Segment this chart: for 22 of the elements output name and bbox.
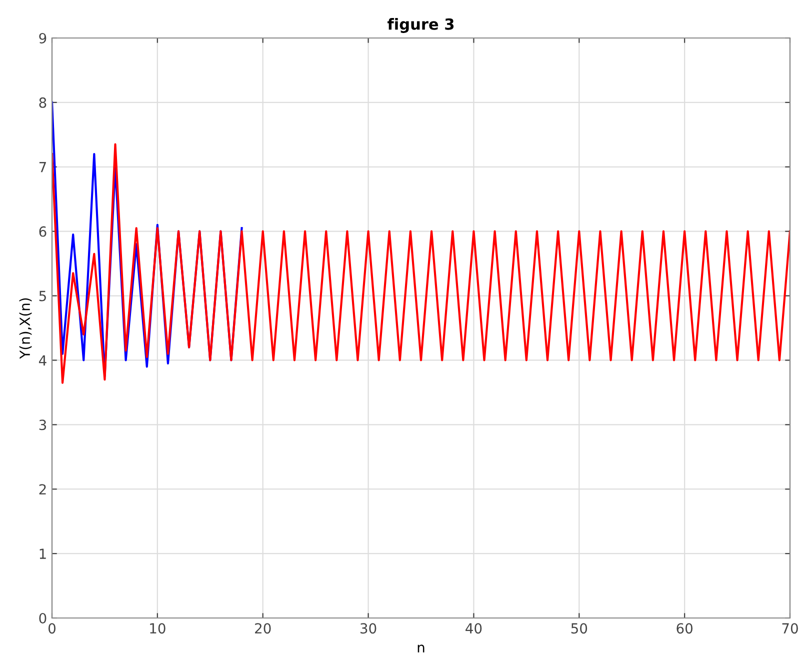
x-tick-label: 30 — [360, 623, 376, 634]
x-tick-label: 70 — [782, 623, 798, 634]
x-axis-title: n — [418, 644, 424, 652]
y-tick-label: 4 — [38, 355, 46, 366]
y-tick-label: 5 — [39, 290, 46, 302]
y-tick-label: 8 — [39, 97, 46, 108]
y-tick-label: 2 — [39, 484, 46, 494]
x-tick-label: 10 — [150, 623, 166, 634]
x-tick-label: 0 — [48, 623, 56, 634]
y-tick-label: 7 — [39, 162, 46, 172]
x-tick-label: 50 — [571, 623, 588, 634]
x-tick-label: 40 — [466, 623, 482, 634]
y-tick-label: 3 — [39, 420, 46, 430]
y-axis-title: Y(n),X(n) — [19, 298, 32, 359]
chart-title: figure 3 — [388, 18, 454, 33]
line-series — [52, 143, 790, 384]
y-tick-label: 1 — [40, 548, 46, 559]
x-tick-label: 20 — [255, 623, 271, 634]
y-tick-label: 6 — [39, 226, 46, 237]
x-tick-label: 60 — [676, 623, 692, 634]
y-tick-label: 0 — [39, 612, 46, 624]
y-tick-label: 9 — [39, 32, 46, 44]
